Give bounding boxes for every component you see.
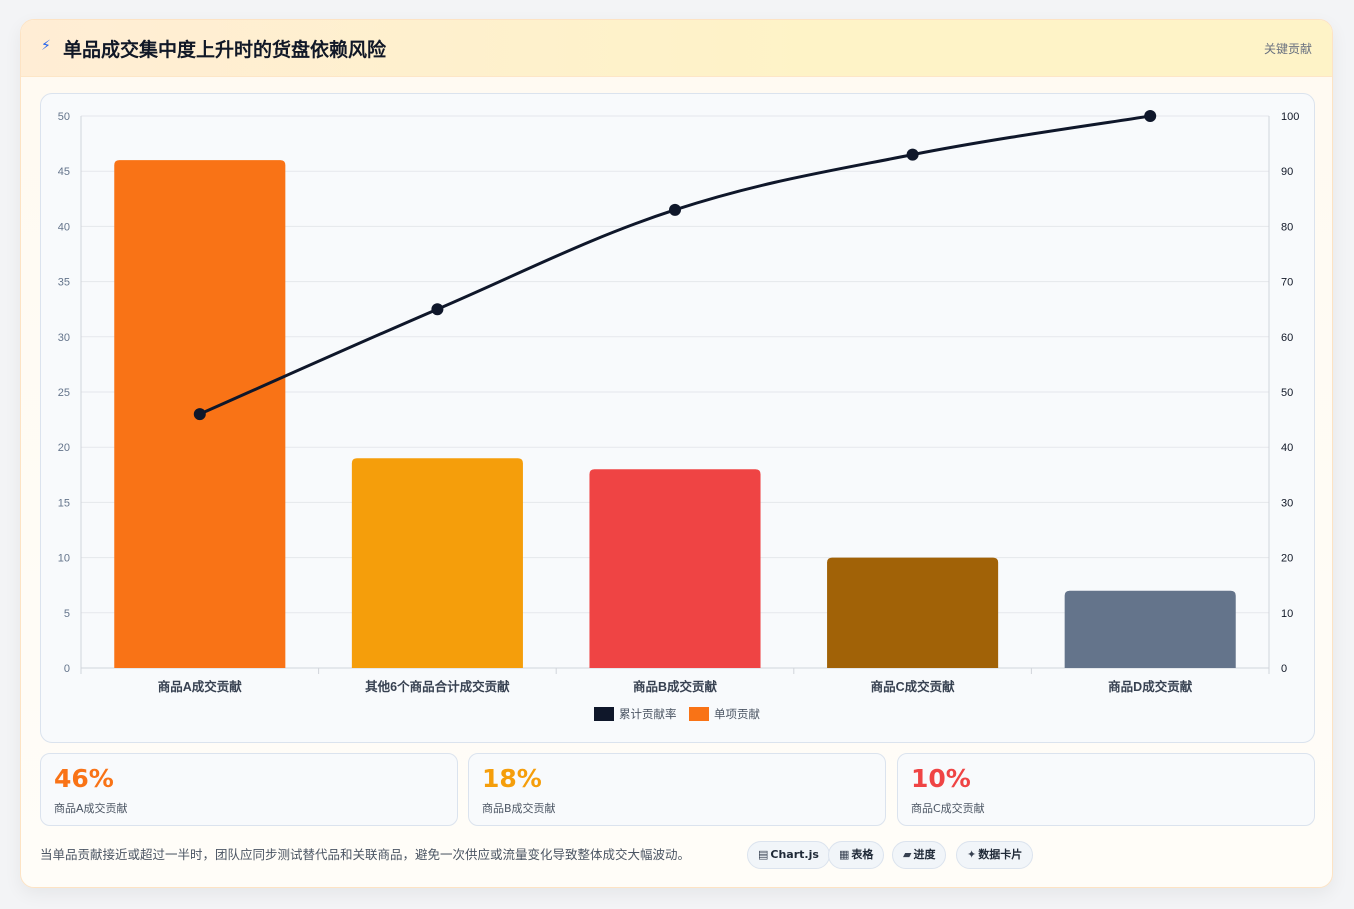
footnote: 当单品贡献接近或超过一半时，团队应同步测试替代品和关联商品，避免一次供应或流量变…	[40, 847, 691, 862]
y-tick-label: 15	[58, 497, 70, 509]
y-tick-label: 20	[58, 442, 70, 454]
cumulative-point	[906, 148, 919, 161]
cumulative-point	[193, 408, 206, 421]
bar	[351, 458, 523, 668]
y-tick-label: 0	[64, 663, 70, 675]
chip-label: 进度	[913, 848, 936, 861]
stat-value: 10%	[911, 764, 971, 793]
y2-tick-label: 90	[1281, 166, 1293, 178]
y-tick-label: 45	[58, 166, 70, 178]
y-tick-label: 30	[58, 332, 70, 344]
x-tick-label: 商品B成交贡献	[633, 679, 718, 694]
table-icon: ▦	[839, 848, 850, 861]
stat-label: 商品A成交贡献	[54, 802, 128, 815]
lightning-icon: ⚡	[41, 38, 51, 54]
y-tick-label: 40	[58, 221, 70, 233]
progress-icon: ▰	[903, 848, 912, 861]
stat-value: 18%	[482, 764, 542, 793]
bar	[827, 557, 999, 668]
y2-tick-label: 40	[1281, 442, 1293, 454]
stat-card-c: 10% 商品C成交贡献	[897, 753, 1315, 826]
bar	[1064, 590, 1236, 668]
y2-tick-label: 10	[1281, 608, 1293, 620]
y2-tick-label: 80	[1281, 221, 1293, 233]
y2-tick-label: 0	[1281, 663, 1287, 675]
stat-value: 46%	[54, 764, 114, 793]
cumulative-line	[199, 114, 1151, 416]
chart-icon: ▤	[758, 848, 769, 861]
y2-tick-label: 100	[1281, 111, 1299, 123]
sparkle-icon: ✦	[967, 848, 977, 861]
legend-swatch	[594, 707, 614, 721]
cumulative-point	[1144, 110, 1157, 122]
chart-card: ⚡ 单品成交集中度上升时的货盘依赖风险 关键贡献 0 5 10 15 20 25 30 35 4…	[20, 19, 1333, 888]
y2-tick-label: 20	[1281, 553, 1293, 565]
y2-tick-label: 30	[1281, 497, 1293, 509]
y2-tick-label: 50	[1281, 387, 1293, 399]
y-tick-label: 5	[64, 608, 70, 620]
chip-data-card[interactable]: ✦ 数据卡片	[956, 841, 1034, 869]
x-tick-label: 商品D成交贡献	[1108, 679, 1193, 694]
stat-card-b: 18% 商品B成交贡献	[468, 753, 886, 826]
chip-table[interactable]: ▦ 表格	[828, 841, 885, 869]
chart-panel: 0 5 10 15 20 25 30 35 40 45 50 0 10 20 30 40 50 60 70 80 90 1…	[40, 93, 1315, 743]
card-title: 单品成交集中度上升时的货盘依赖风险	[63, 39, 387, 61]
chip-label: Chart.js	[770, 848, 819, 861]
cumulative-point	[669, 203, 681, 216]
y2-tick-label: 60	[1281, 332, 1293, 344]
chip-label: 表格	[851, 848, 874, 861]
y-tick-label: 25	[58, 387, 70, 399]
y-tick-label: 35	[58, 277, 70, 289]
chip-label: 数据卡片	[978, 848, 1023, 861]
y2-tick-label: 70	[1281, 277, 1293, 289]
stat-card-a: 46% 商品A成交贡献	[40, 753, 458, 826]
pareto-chart: 0 5 10 15 20 25 30 35 40 45 50 0 10 20 30 40 50 60 70 80 90 1…	[58, 110, 1299, 721]
legend-label: 单项贡献	[714, 707, 760, 721]
x-tick-label: 其他6个商品合计成交贡献	[365, 679, 510, 694]
x-tick-label: 商品A成交贡献	[158, 679, 243, 694]
stat-label: 商品C成交贡献	[911, 802, 985, 815]
bar	[589, 469, 761, 668]
x-tick-label: 商品C成交贡献	[871, 679, 956, 694]
stat-label: 商品B成交贡献	[482, 802, 556, 815]
y-tick-label: 50	[58, 111, 70, 123]
chip-chartjs[interactable]: ▤ Chart.js	[747, 841, 830, 869]
legend-swatch	[689, 707, 709, 721]
cumulative-point	[431, 303, 444, 316]
legend-label: 累计贡献率	[619, 707, 677, 721]
header-tag: 关键贡献	[1263, 42, 1312, 56]
card-header: ⚡ 单品成交集中度上升时的货盘依赖风险 关键贡献	[21, 20, 1332, 77]
chip-progress[interactable]: ▰ 进度	[892, 841, 947, 869]
y-tick-label: 10	[58, 553, 70, 565]
